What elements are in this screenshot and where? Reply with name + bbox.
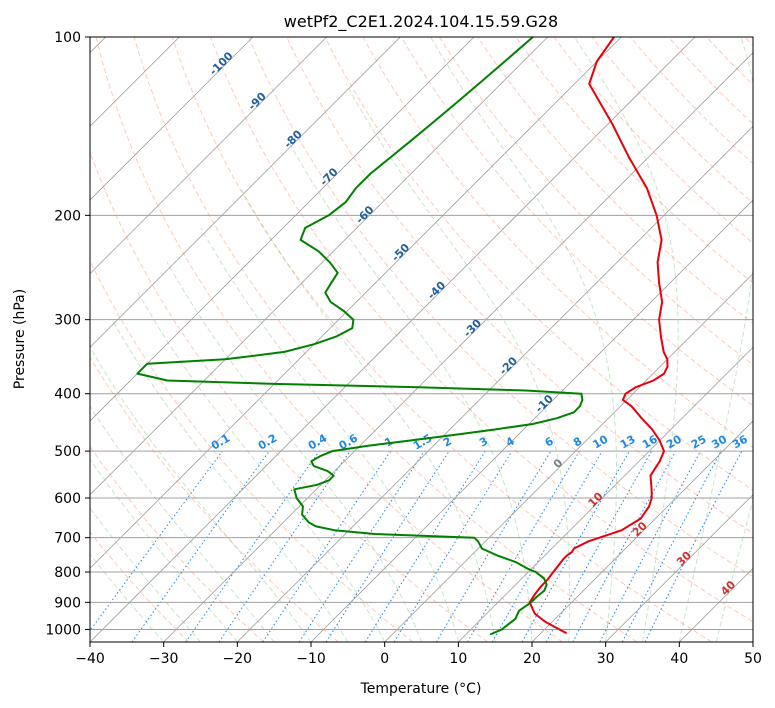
isotherm-line bbox=[237, 125, 753, 642]
dry-adiabat-line bbox=[324, 37, 753, 491]
chart-title: wetPf2_C2E1.2024.104.15.59.G28 bbox=[284, 12, 558, 32]
x-tick-label: −30 bbox=[149, 651, 179, 667]
isotherm-line bbox=[90, 37, 327, 275]
x-tick-label: 50 bbox=[744, 651, 762, 667]
isotherm-line bbox=[163, 52, 753, 642]
y-tick-label: 400 bbox=[54, 387, 81, 403]
isotherm-line bbox=[90, 37, 401, 348]
mixing-ratio-line bbox=[298, 450, 425, 642]
x-axis-label: Temperature (°C) bbox=[360, 681, 482, 697]
isotherm-line bbox=[310, 199, 753, 642]
x-tick-label: −40 bbox=[75, 651, 105, 667]
moist-adiabat-line bbox=[430, 37, 617, 642]
isotherm-line bbox=[384, 273, 753, 642]
mixing-ratio-line bbox=[393, 450, 513, 642]
moist-adiabat-line bbox=[90, 458, 238, 642]
dry-adiabat-line bbox=[248, 37, 753, 578]
y-tick-label: 900 bbox=[54, 595, 81, 611]
y-tick-label: 100 bbox=[54, 30, 81, 46]
dry-adiabat-line bbox=[591, 37, 753, 204]
dry-adiabat-line bbox=[171, 37, 712, 642]
dry-adiabat-line bbox=[90, 259, 414, 642]
moist-adiabat-line bbox=[200, 227, 459, 642]
y-axis-label: Pressure (hPa) bbox=[12, 289, 28, 389]
sounding-series bbox=[136, 37, 669, 636]
isotherms bbox=[90, 37, 753, 642]
mixing-ratio-line bbox=[90, 450, 223, 632]
isotherm-line bbox=[90, 37, 254, 201]
mixing-ratio-lines bbox=[90, 450, 743, 642]
dry-adiabat-line bbox=[553, 37, 753, 244]
moist-adiabat-line bbox=[90, 507, 201, 642]
dry-adiabat-line bbox=[210, 37, 753, 623]
x-tick-label: −10 bbox=[296, 651, 326, 667]
dry-adiabat-line bbox=[477, 37, 753, 325]
mixing-ratio-line bbox=[131, 450, 270, 642]
mixing-ratio-line bbox=[545, 450, 653, 642]
isotherm-line bbox=[605, 494, 753, 642]
dry-adiabat-line bbox=[90, 356, 339, 642]
moist-adiabat-line bbox=[574, 37, 679, 642]
y-tick-label: 200 bbox=[54, 208, 81, 224]
dry-adiabat-line bbox=[133, 37, 638, 642]
isotherm-line bbox=[90, 37, 475, 422]
y-tick-label: 800 bbox=[54, 565, 81, 581]
isotherm-line bbox=[531, 420, 753, 642]
dry-adiabat-line bbox=[90, 150, 488, 642]
mixing-ratio-line bbox=[644, 450, 743, 642]
dry-adiabat-line bbox=[95, 37, 563, 642]
dry-adiabat-line bbox=[400, 37, 753, 407]
mixing-ratio-line bbox=[325, 450, 450, 642]
y-tick-label: 600 bbox=[54, 491, 81, 507]
mixing-ratio-line bbox=[185, 450, 320, 642]
moist-adiabat-line bbox=[90, 345, 312, 642]
mixing-ratio-line bbox=[521, 450, 630, 642]
moist-adiabat-line bbox=[715, 498, 753, 642]
y-tick-label: 500 bbox=[54, 444, 81, 460]
x-tick-label: −20 bbox=[223, 651, 253, 667]
x-axis: −40 −30 −20 −10 0 10 20 30 40 50 bbox=[75, 642, 762, 667]
moist-adiabat-line bbox=[678, 37, 753, 642]
isotherm-line bbox=[90, 37, 548, 496]
x-tick-label: 0 bbox=[380, 651, 389, 667]
temperature-profile-line bbox=[528, 37, 669, 635]
dry-adiabat-line bbox=[438, 37, 753, 365]
moist-adiabat-line bbox=[90, 553, 165, 642]
isotherm-line bbox=[90, 37, 696, 642]
moist-adiabat-line bbox=[345, 83, 571, 642]
moist-adiabat-line bbox=[166, 262, 422, 642]
mixing-ratio-line bbox=[262, 450, 392, 642]
y-tick-label: 700 bbox=[54, 531, 81, 547]
dry-adiabat-line bbox=[90, 531, 190, 642]
dry-adiabat-line bbox=[286, 37, 753, 534]
x-tick-label: 10 bbox=[449, 651, 467, 667]
mixing-ratio-line bbox=[218, 450, 351, 642]
mixing-ratio-line bbox=[572, 450, 677, 642]
isotherm-line bbox=[90, 37, 622, 569]
x-tick-label: 40 bbox=[670, 651, 688, 667]
isotherm-line bbox=[458, 346, 753, 642]
y-axis: 100 200 300 400 500 600 700 800 900 1000 bbox=[45, 30, 90, 638]
x-tick-label: 30 bbox=[597, 651, 615, 667]
x-tick-label: 20 bbox=[523, 651, 541, 667]
plot-frame bbox=[89, 36, 754, 643]
dewpoint-profile-line bbox=[136, 37, 584, 636]
y-tick-label: 300 bbox=[54, 313, 81, 329]
moist-adiabat-line bbox=[240, 187, 496, 642]
isobars bbox=[90, 37, 753, 630]
y-tick-label: 1000 bbox=[45, 622, 81, 638]
